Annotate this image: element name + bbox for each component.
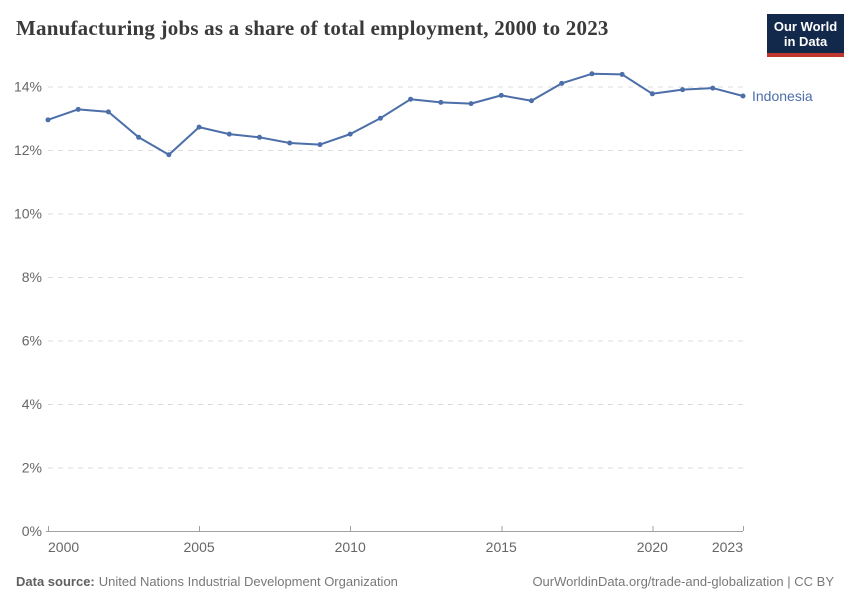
data-point[interactable] [680,87,686,93]
data-point[interactable] [408,96,414,102]
data-point[interactable] [226,131,232,137]
owid-logo-line-1: Our World [773,19,838,34]
data-point[interactable] [438,99,444,105]
x-tick-label: 2000 [48,539,79,555]
entity-label[interactable]: Indonesia [752,88,813,104]
data-point[interactable] [75,106,81,112]
x-tick-label: 2015 [486,539,517,555]
attribution-link[interactable]: OurWorldinData.org/trade-and-globalizati… [532,574,834,589]
owid-logo[interactable]: Our World in Data [767,14,844,57]
chart-header: Manufacturing jobs as a share of total e… [0,0,850,58]
chart-title: Manufacturing jobs as a share of total e… [16,16,609,40]
data-point[interactable] [136,134,142,140]
data-point[interactable] [498,92,504,98]
data-point[interactable] [710,85,716,91]
y-tick-label: 0% [22,523,42,539]
y-tick-label: 10% [14,206,42,222]
data-source: Data source: United Nations Industrial De… [16,574,398,589]
data-point[interactable] [257,134,263,140]
data-point[interactable] [196,124,202,130]
data-point[interactable] [589,71,595,77]
data-point[interactable] [528,98,534,104]
data-point[interactable] [287,140,293,146]
y-tick-label: 6% [22,333,42,349]
y-tick-label: 14% [14,79,42,95]
chart-footer: Data source: United Nations Industrial De… [16,574,834,589]
y-tick-label: 2% [22,460,42,476]
data-source-label: Data source: [16,574,95,589]
data-point[interactable] [377,115,383,121]
x-tick-label: 2005 [184,539,215,555]
data-point[interactable] [45,117,51,123]
x-tick-label: 2023 [712,539,743,555]
data-point[interactable] [105,109,111,115]
data-point[interactable] [347,131,353,137]
data-source-value: United Nations Industrial Development Or… [98,574,398,589]
y-tick-label: 12% [14,142,42,158]
data-point[interactable] [740,93,746,99]
data-point[interactable] [166,152,172,158]
data-line-indonesia[interactable] [47,72,744,156]
y-tick-label: 8% [22,269,42,285]
x-tick-label: 2010 [335,539,366,555]
data-point[interactable] [619,71,625,77]
x-tick-label: 2020 [637,539,668,555]
data-point[interactable] [649,91,655,97]
data-point[interactable] [559,80,565,86]
owid-logo-line-2: in Data [783,34,828,49]
y-tick-label: 4% [22,396,42,412]
data-point[interactable] [468,101,474,107]
data-point[interactable] [317,142,323,148]
